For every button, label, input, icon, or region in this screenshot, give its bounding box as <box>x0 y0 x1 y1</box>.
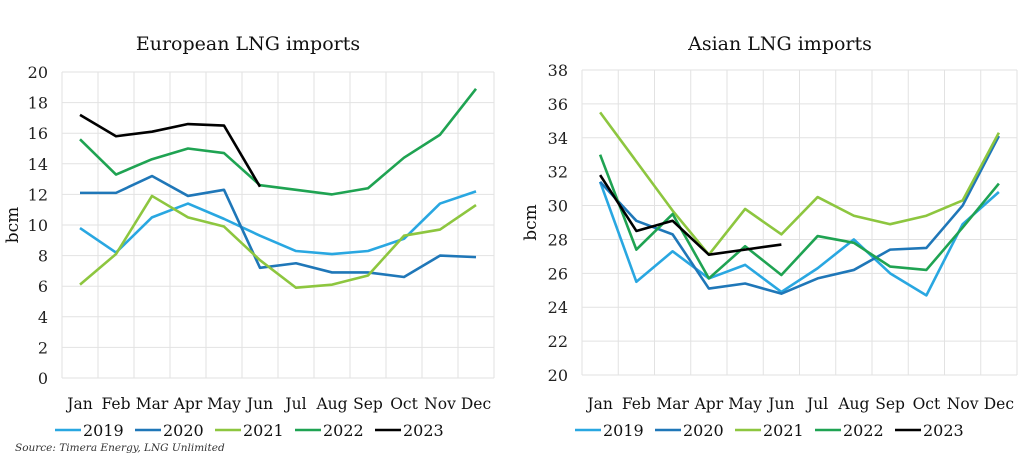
x-tick-label: May <box>207 395 241 413</box>
series-line-2023 <box>79 113 262 188</box>
x-tick-label: Jul <box>283 395 306 413</box>
legend-label-2020: 2020 <box>163 421 204 440</box>
x-tick-label: Nov <box>947 395 979 413</box>
y-tick-label: 32 <box>548 163 568 182</box>
y-tick-label: 22 <box>548 332 568 351</box>
series-line-2019 <box>598 181 1000 297</box>
x-tick-label: Jun <box>245 395 273 413</box>
y-tick-label: 6 <box>38 277 48 296</box>
x-tick-label: Jan <box>585 395 612 413</box>
y-tick-label: 10 <box>28 216 48 235</box>
series-line-2019 <box>79 190 477 256</box>
y-tick-label: 34 <box>548 129 568 148</box>
legend-label-2022: 2022 <box>843 421 884 440</box>
legend-label-2019: 2019 <box>83 421 124 440</box>
series-line-2023 <box>599 174 782 256</box>
x-tick-label: Jul <box>805 395 828 413</box>
y-tick-label: 18 <box>28 94 48 113</box>
y-tick-label: 8 <box>38 247 48 266</box>
series-line-2020 <box>80 174 477 279</box>
x-tick-label: Aug <box>315 395 347 413</box>
source-note: Source: Timera Energy, LNG Unlimited <box>15 442 225 454</box>
x-tick-label: Sep <box>353 395 383 413</box>
x-tick-label: Oct <box>913 395 941 413</box>
y-tick-label: 16 <box>28 124 48 143</box>
y-tick-label: 24 <box>548 298 568 317</box>
legend-label-2021: 2021 <box>763 421 804 440</box>
y-tick-label: 38 <box>548 61 568 80</box>
chart-1: European LNG imports 0 2 4 6 8 10 12 14 16 18 20 Jan… <box>3 33 495 440</box>
legend-label-2021: 2021 <box>243 421 284 440</box>
x-tick-label: Aug <box>837 395 869 413</box>
x-tick-label: Dec <box>461 395 491 413</box>
y-tick-label: 20 <box>548 366 568 385</box>
x-tick-label: Sep <box>875 395 905 413</box>
x-tick-label: Jun <box>766 395 794 413</box>
series-line-2021 <box>79 194 477 290</box>
legend-label-2023: 2023 <box>923 421 964 440</box>
chart-title: Asian LNG imports <box>687 33 872 55</box>
series-line-2020 <box>599 135 1001 295</box>
y-tick-label: 30 <box>548 197 568 216</box>
x-tick-label: May <box>728 395 762 413</box>
x-tick-label: Apr <box>694 395 724 413</box>
x-tick-label: Nov <box>424 395 456 413</box>
y-tick-label: 2 <box>38 338 48 357</box>
x-tick-label: Dec <box>984 395 1014 413</box>
series-line-2022 <box>598 154 1000 280</box>
y-tick-label: 20 <box>28 63 48 82</box>
x-tick-label: Mar <box>656 395 689 413</box>
y-tick-label: 36 <box>548 95 568 114</box>
y-tick-label: 12 <box>28 185 48 204</box>
legend-label-2020: 2020 <box>683 421 724 440</box>
x-tick-label: Feb <box>622 395 651 413</box>
chart-title: European LNG imports <box>136 33 360 55</box>
chart-2: Asian LNG imports20222426283032343638Jan… <box>521 33 1018 440</box>
x-tick-label: Apr <box>173 395 203 413</box>
series-line-2022 <box>79 88 478 196</box>
y-tick-label: 14 <box>28 155 48 174</box>
x-tick-label: Oct <box>390 395 418 413</box>
legend-label-2019: 2019 <box>603 421 644 440</box>
x-tick-label: Jan <box>65 395 92 413</box>
y-axis-label: bcm <box>3 207 23 244</box>
y-tick-label: 26 <box>548 264 568 283</box>
y-tick-label: 28 <box>548 230 568 249</box>
legend-label-2023: 2023 <box>403 421 444 440</box>
legend-label-2022: 2022 <box>323 421 364 440</box>
y-tick-label: 0 <box>38 369 48 388</box>
y-axis-label: bcm <box>521 204 541 241</box>
x-tick-label: Feb <box>101 395 130 413</box>
series-line-2021 <box>599 111 1001 256</box>
y-tick-label: 4 <box>38 308 48 327</box>
x-tick-label: Mar <box>136 395 169 413</box>
